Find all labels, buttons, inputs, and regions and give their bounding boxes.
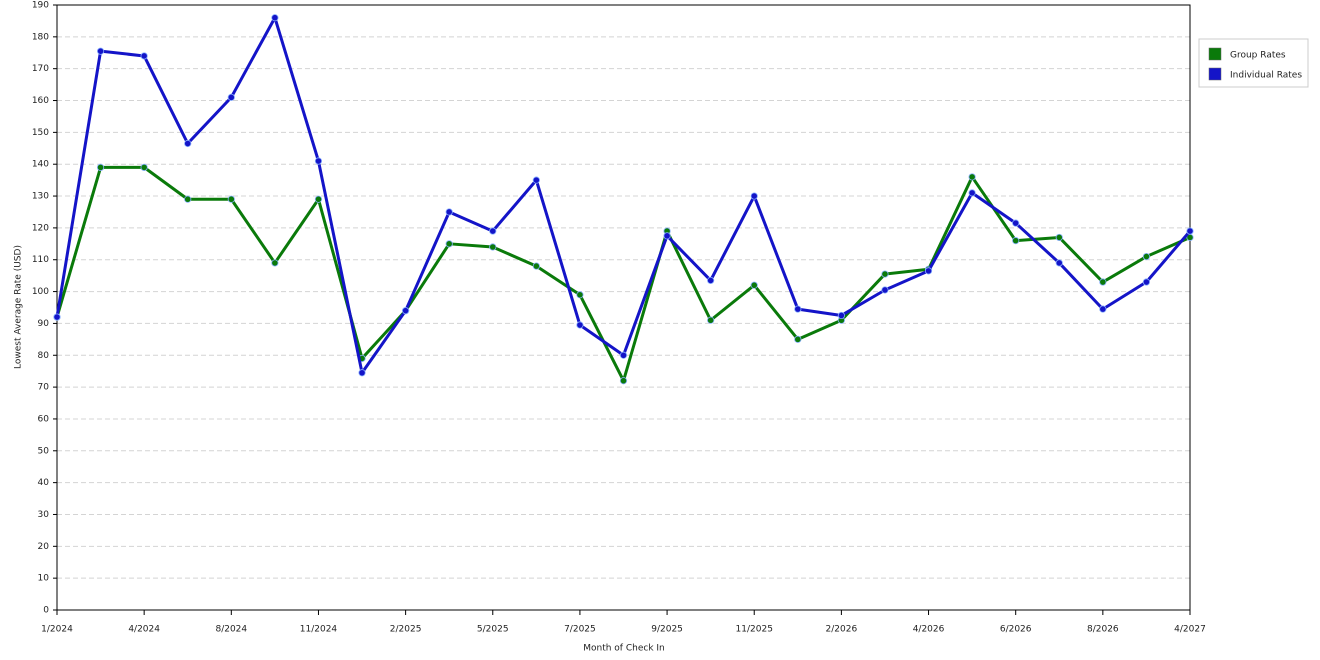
data-point [881,270,889,278]
data-point [1055,259,1063,267]
y-tick-label: 70 [38,383,50,393]
series-line [55,165,1191,383]
data-point [619,351,628,359]
x-tick-label: 7/2025 [564,625,596,635]
data-point [445,240,453,248]
data-point [707,276,715,285]
data-point [576,291,584,299]
x-tick-label: 1/2024 [41,625,73,635]
data-point [1099,278,1107,286]
y-tick-label: 30 [38,510,50,520]
y-tick-label: 100 [32,287,49,297]
data-point [619,377,628,385]
data-point [1186,227,1194,235]
data-point [750,281,758,289]
y-tick-label: 0 [43,606,49,616]
y-axis-label: Lowest Average Rate (USD) [14,245,24,369]
y-tick-label: 120 [32,223,49,233]
x-tick-label: 11/2025 [736,625,773,635]
legend-swatch [1208,67,1222,81]
x-tick-label: 8/2024 [215,625,247,635]
legend-label: Individual Rates [1230,71,1302,81]
y-tick-label: 50 [38,446,50,456]
y-tick-label: 150 [32,128,49,138]
data-point [271,14,279,22]
data-point [96,163,105,171]
x-axis-label: Month of Check In [583,644,665,654]
data-point [707,316,715,324]
y-tick-label: 40 [38,478,50,488]
y-tick-label: 160 [32,96,49,106]
data-point [358,369,366,377]
data-point [1142,278,1151,286]
data-point [184,139,192,148]
data-point [794,335,802,343]
x-tick-label: 4/2027 [1174,625,1206,635]
data-point [489,227,497,235]
legend-label: Group Rates [1230,51,1286,61]
data-point [794,305,802,313]
x-tick-label: 11/2024 [300,625,338,635]
y-tick-label: 140 [32,160,49,170]
data-point [750,192,758,200]
data-point [1012,219,1020,227]
data-point [489,243,497,251]
y-tick-label: 180 [32,32,49,42]
x-tick-label: 4/2026 [913,625,945,635]
plot-frame [56,4,1191,611]
data-point [532,176,540,184]
x-tick-label: 6/2026 [1000,625,1032,635]
data-point [663,232,671,240]
data-point [881,286,889,294]
data-point [96,47,105,55]
data-point [1012,237,1020,245]
data-point [140,163,148,171]
data-point [968,173,976,181]
y-tick-label: 80 [38,351,50,361]
data-point [227,93,235,101]
data-point [924,267,933,275]
data-point [140,52,148,60]
x-tick-label: 2/2026 [826,625,858,635]
data-point [184,195,192,203]
data-point [837,311,845,320]
data-point [1142,252,1151,261]
data-point [402,307,410,315]
series-line [55,16,1192,375]
data-point [532,262,540,270]
x-tick-label: 8/2026 [1087,625,1119,635]
legend-swatch [1208,47,1222,61]
data-point [968,189,976,197]
y-tick-label: 190 [32,1,49,11]
data-point [1055,233,1063,242]
data-point [445,208,453,216]
y-tick-label: 170 [32,64,49,74]
y-tick-label: 130 [32,192,49,202]
y-tick-label: 90 [38,319,50,329]
y-tick-label: 60 [38,414,50,424]
x-tick-label: 4/2024 [128,625,160,635]
x-tick-label: 9/2025 [651,625,683,635]
data-point [271,259,279,267]
y-tick-label: 110 [32,255,49,265]
data-point [314,195,323,203]
data-point [314,157,323,165]
x-tick-label: 2/2025 [390,625,422,635]
x-tick-label: 5/2025 [477,625,509,635]
y-tick-label: 10 [38,574,50,584]
y-tick-label: 20 [38,542,50,552]
data-point [576,321,584,329]
data-point [53,313,61,321]
data-point [1099,305,1107,313]
data-point [227,195,235,203]
